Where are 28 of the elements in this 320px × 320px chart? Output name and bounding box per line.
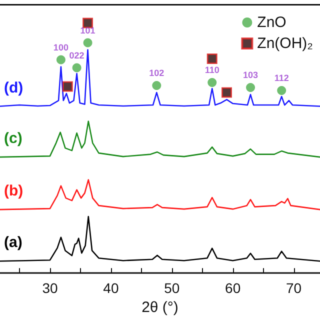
annotation: 112: [274, 73, 289, 84]
annotation: 103: [243, 70, 258, 80]
annotation: 110: [204, 65, 220, 76]
point: [56, 55, 66, 64]
series-label: (c): [4, 130, 22, 148]
series-label: (d): [4, 79, 24, 96]
point: [221, 87, 232, 98]
point: [206, 54, 218, 64]
annotation: 100: [53, 42, 68, 52]
x-tick-label: 40: [103, 280, 119, 296]
x-tick-label: 30: [42, 280, 58, 296]
point: [246, 83, 256, 92]
legend-label: ZnO: [257, 14, 286, 31]
legend-label: Zn(OH)₂: [257, 35, 314, 52]
x-tick-label: 50: [164, 280, 180, 296]
annotation: 022: [69, 50, 84, 60]
x-axis-title: 2θ (°): [142, 299, 178, 316]
point: [72, 63, 82, 72]
point: [62, 81, 73, 92]
x-tick-label: 60: [225, 280, 241, 296]
point: [83, 38, 92, 48]
x-tick-label: 70: [286, 280, 302, 296]
annotation: 102: [149, 68, 164, 78]
point: [277, 86, 286, 96]
point: [152, 81, 162, 90]
series-label: (a): [4, 234, 22, 252]
series-label: (b): [4, 182, 24, 200]
point: [208, 78, 217, 88]
